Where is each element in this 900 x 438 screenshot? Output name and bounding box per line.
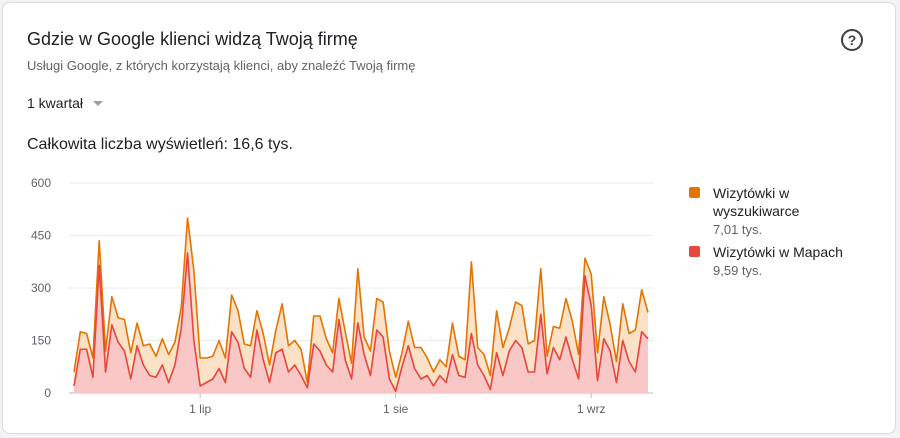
y-tick-label-4: 600 [31, 176, 51, 190]
help-circle-icon[interactable]: ? [841, 29, 863, 51]
x-tick-label-0: 1 lip [189, 402, 211, 416]
card-subtitle: Usługi Google, z których korzystają klie… [27, 58, 416, 73]
legend-value-search: 7,01 tys. [713, 222, 763, 237]
chart-legend: Wizytówki w wyszukiwarce 7,01 tys. Wizyt… [689, 184, 879, 284]
period-selected-label: 1 kwartał [27, 95, 84, 111]
legend-name-maps: Wizytówki w Mapach [713, 244, 843, 260]
legend-item-search: Wizytówki w wyszukiwarce 7,01 tys. [689, 184, 879, 239]
legend-name-search: Wizytówki w wyszukiwarce [713, 184, 879, 220]
total-views-label: Całkowita liczba wyświetleń: 16,6 tys. [27, 136, 293, 153]
y-tick-label-2: 300 [31, 281, 51, 295]
legend-item-maps: Wizytówki w Mapach 9,59 tys. [689, 243, 879, 280]
views-area-chart: 0 150 300 450 600 1 lip 1 sie 1 wrz [31, 176, 653, 416]
x-tick-label-2: 1 wrz [577, 402, 606, 416]
legend-name-search-line-1: Wizytówki w [713, 185, 790, 201]
maps-series-line [73, 252, 649, 393]
search-series-line [73, 217, 649, 384]
y-tick-label-1: 150 [31, 334, 51, 348]
x-tick-label-1: 1 sie [383, 402, 409, 416]
legend-swatch-maps [689, 246, 700, 257]
period-dropdown[interactable]: 1 kwartał [27, 95, 104, 111]
legend-swatch-search [689, 187, 700, 198]
y-tick-label-0: 0 [44, 386, 51, 400]
caret-down-icon [93, 100, 104, 106]
card-title: Gdzie w Google klienci widzą Twoją firmę [27, 29, 358, 49]
legend-name-search-line-2: wyszukiwarce [713, 203, 800, 219]
legend-value-maps: 9,59 tys. [713, 263, 763, 278]
y-tick-label-3: 450 [31, 229, 51, 243]
performance-card: Gdzie w Google klienci widzą Twoją firmę… [2, 2, 896, 434]
